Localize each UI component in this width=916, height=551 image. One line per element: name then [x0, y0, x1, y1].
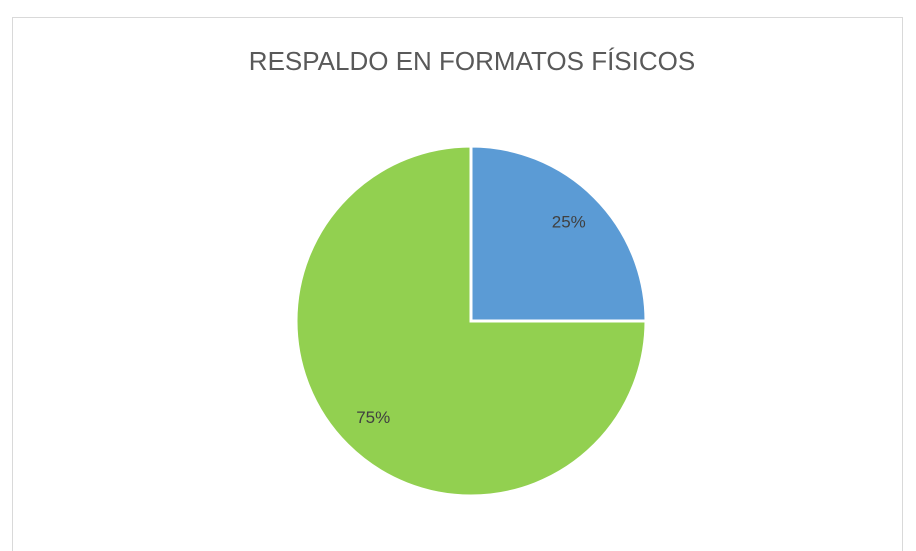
- data-label: 75%: [356, 408, 390, 427]
- pie-slice: [469, 144, 648, 323]
- data-label: 25%: [552, 213, 586, 232]
- chart-title: RESPALDO EN FORMATOS FÍSICOS: [249, 46, 695, 76]
- pie: 25% 75%: [294, 144, 648, 498]
- pie-slice: [294, 144, 648, 498]
